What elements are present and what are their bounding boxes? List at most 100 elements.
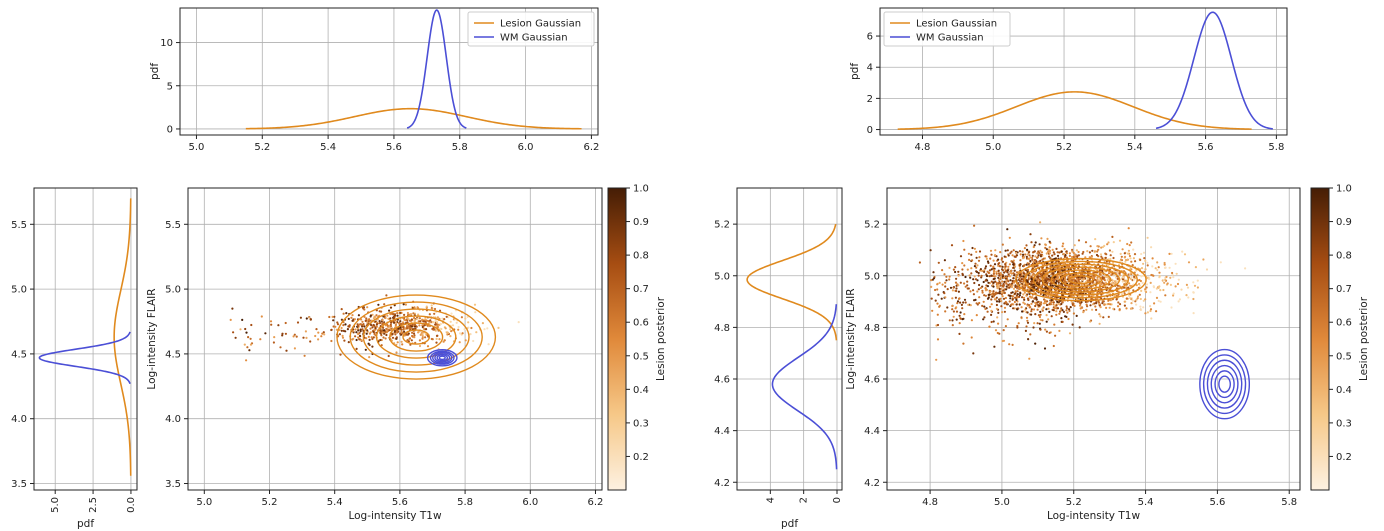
left-main-point (358, 331, 361, 334)
right-main-point (1069, 294, 1072, 297)
left-main-point (377, 303, 380, 306)
right-main-point (1127, 227, 1130, 230)
right-main-point (995, 307, 999, 310)
right-main-point (1051, 292, 1054, 295)
right-main-point (1180, 288, 1183, 291)
left-main-point (418, 317, 421, 320)
right-main-point (1112, 307, 1115, 310)
right-main-point (1051, 264, 1054, 267)
left-main-contour-0-1 (389, 322, 444, 352)
right-main-point (1107, 302, 1110, 306)
right-main-point (1028, 304, 1031, 307)
left-main-point (486, 327, 489, 330)
right-side-panel: 4 2 0 4.2 4.4 4.6 4.8 5.0 5.2 pdf (714, 187, 843, 530)
left-main-point (461, 332, 464, 335)
right-main-point (1036, 264, 1039, 267)
right-main-point (1033, 244, 1036, 247)
right-main-point (1058, 251, 1061, 254)
right-main-point (958, 297, 961, 300)
left-main-point (347, 325, 350, 328)
left-main-point (383, 332, 386, 335)
right-main-point (1133, 253, 1137, 256)
left-top-ytick-label-2: 10 (160, 38, 173, 49)
left-main-point (429, 319, 432, 322)
right-main-point (1164, 294, 1167, 297)
right-main-point (1061, 320, 1064, 323)
right-main-point (951, 308, 954, 311)
right-main-point (1084, 300, 1087, 303)
left-main-point (400, 322, 403, 326)
right-main-point (954, 270, 957, 274)
left-main-point (415, 325, 418, 328)
right-main-point (1057, 280, 1060, 283)
right-main-point (1129, 267, 1132, 270)
right-main-point (1144, 312, 1147, 315)
right-main-point (1103, 279, 1106, 282)
right-main-point (957, 274, 960, 277)
left-main-point (281, 334, 284, 337)
right-main-point (1018, 295, 1021, 298)
left-main-point (389, 327, 392, 331)
right-main-point (972, 352, 975, 355)
right-main-point (994, 275, 997, 278)
right-main-point (995, 281, 998, 284)
right-main-point (944, 285, 947, 288)
right-main-point (1057, 274, 1060, 277)
right-main-point (1100, 282, 1103, 285)
right-main-point (1048, 252, 1051, 255)
right-main-point (936, 313, 939, 316)
right-main-point (1026, 311, 1029, 314)
right-main-point (972, 278, 975, 281)
right-main-point (1011, 295, 1014, 298)
right-main-point (1154, 267, 1157, 270)
right-main-point (1013, 307, 1016, 310)
right-main-point (937, 261, 940, 264)
left-main-point (408, 337, 412, 340)
right-main-point (1042, 272, 1045, 275)
left-main-point (345, 312, 348, 315)
right-main-point (1088, 251, 1091, 254)
right-main-point (994, 254, 997, 257)
right-main-point (962, 301, 965, 304)
right-main-point (1079, 307, 1082, 310)
left-main-point (389, 306, 393, 309)
right-main-contour-0-5 (1023, 260, 1138, 299)
left-main-ytick-label-4: 5.5 (165, 220, 181, 231)
right-main-point (1060, 250, 1063, 253)
right-main-point (1013, 300, 1017, 304)
right-top-ytick-label-1: 2 (867, 94, 873, 105)
right-main-point (1091, 249, 1094, 252)
right-main-point (1006, 271, 1009, 274)
left-main-point (413, 320, 416, 323)
left-main-point (394, 323, 397, 326)
right-main-point (1132, 278, 1135, 281)
right-main-point (1145, 283, 1149, 286)
right-main-point (990, 293, 993, 296)
right-main-point (1115, 280, 1118, 283)
right-main-point (1089, 320, 1092, 323)
left-main-xtick-label-3: 5.6 (392, 497, 408, 508)
right-main-point (1064, 254, 1067, 257)
left-main-point (407, 318, 410, 321)
right-main-point (1178, 298, 1181, 301)
left-main-point (458, 332, 462, 335)
right-main-point (1098, 313, 1101, 316)
right-main-colorbar-tick-label-6: 0.8 (1336, 251, 1352, 262)
left-main-point (378, 322, 381, 325)
right-main-point (1012, 307, 1015, 310)
right-main-point (1183, 253, 1187, 256)
right-main-point (1044, 281, 1047, 284)
right-main-point (1045, 252, 1048, 255)
right-main-point (1002, 285, 1005, 288)
right-main-point (992, 285, 995, 288)
right-main-point (977, 288, 980, 291)
left-main-point (342, 324, 345, 327)
right-main-point (944, 281, 947, 284)
left-main-point (350, 316, 353, 319)
left-main-point (309, 340, 312, 343)
right-main-point (1029, 333, 1032, 336)
right-main-point (1111, 250, 1114, 253)
right-main-point (960, 303, 964, 306)
right-main-point (1111, 235, 1114, 238)
right-main-point (1111, 279, 1114, 282)
